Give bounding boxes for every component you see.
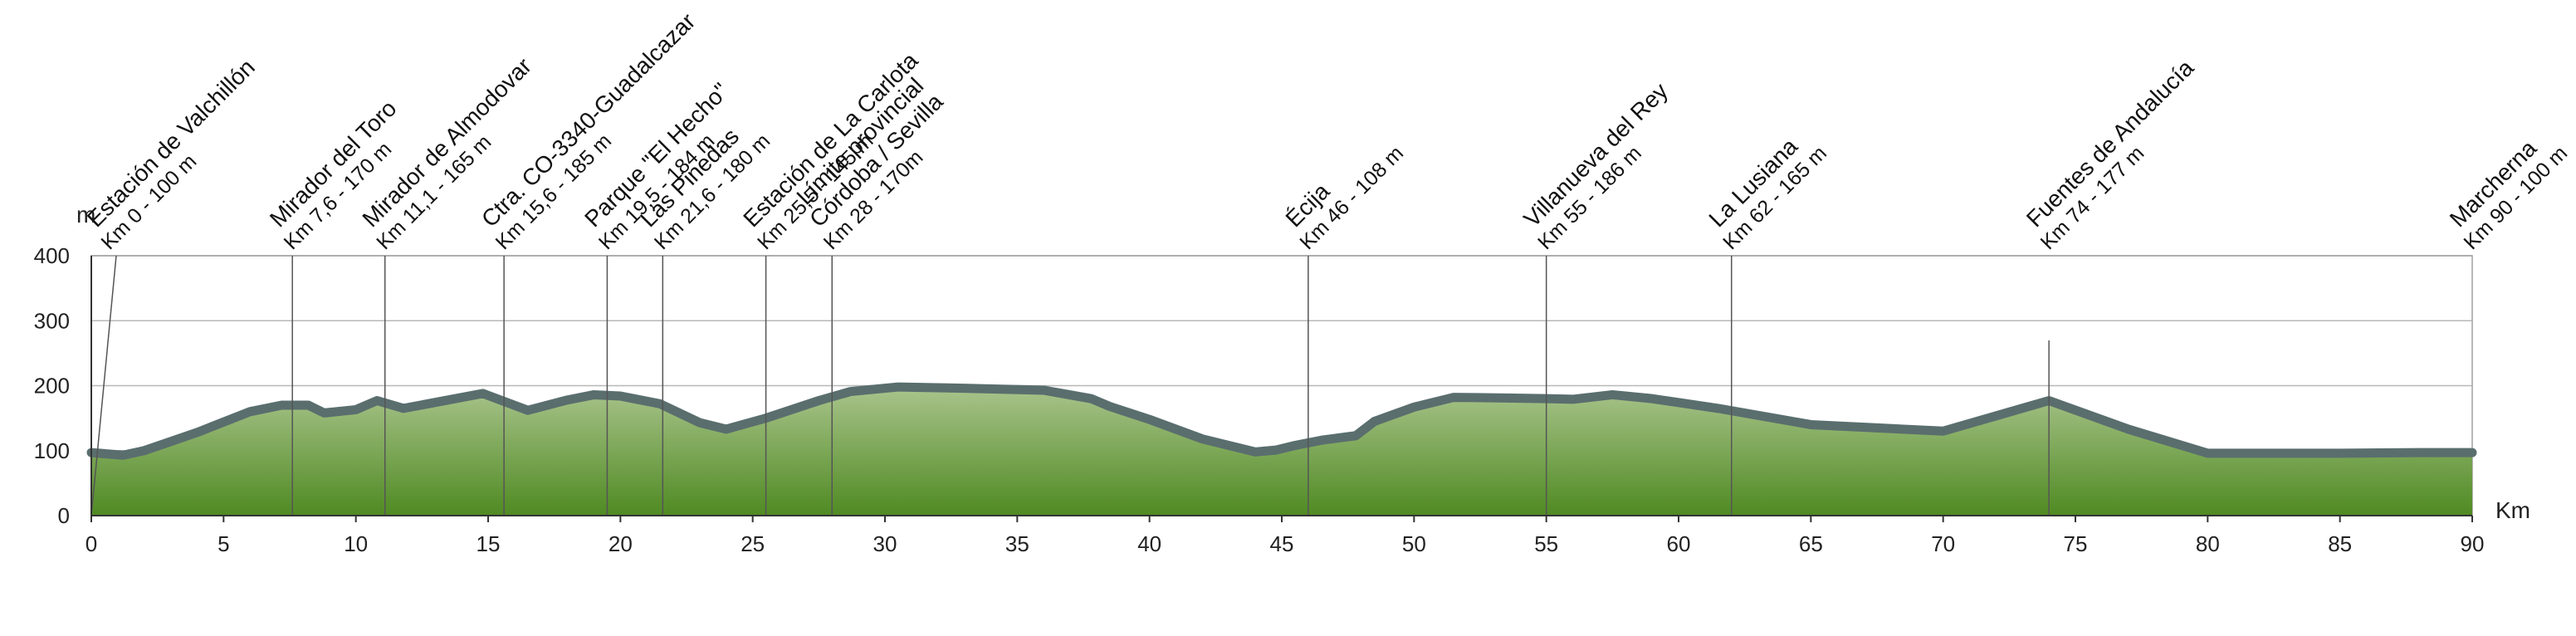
x-tick-label: 45 [1270,531,1294,556]
elevation-point [565,398,569,402]
x-tick-label: 0 [86,531,97,556]
elevation-point [724,427,728,431]
y-axis-label: m [76,202,95,227]
y-tick-label: 0 [58,503,70,528]
x-tick-label: 50 [1402,531,1426,556]
elevation-point [1107,404,1112,409]
waypoint-label-text: Villanueva del Rey [1518,78,1673,232]
x-tick-label: 90 [2461,531,2485,556]
elevation-point [1716,406,1720,410]
waypoint-marker-line [90,255,117,516]
waypoint-label-text: Fuentes de Andalucía [2021,55,2199,232]
axes: m Km 0 100 200 300 400 0 5 10 15 20 25 30 35 40 45 50 55… [34,202,2530,556]
elevation-point [592,393,596,397]
x-tick-label: 80 [2196,531,2220,556]
elevation-point [142,448,146,453]
x-tick-label: 60 [1667,531,1691,556]
elevation-point [1293,443,1297,448]
elevation-point [121,453,125,457]
elevation-point [248,409,252,413]
x-tick-label: 65 [1799,531,1823,556]
elevation-point [1200,437,1205,441]
elevation-point [2338,451,2342,455]
elevation-point [1372,419,1376,423]
y-tick-label: 300 [34,308,70,333]
elevation-point [896,385,900,389]
y-tick-label: 400 [34,243,70,268]
y-tick-label: 100 [34,438,70,463]
elevation-point [1452,395,1456,399]
elevation-point [447,398,451,402]
elevation-point [1274,448,1278,452]
elevation-point [1319,438,1323,443]
elevation-point [354,408,358,412]
elevation-point [402,406,406,410]
x-tick-label: 40 [1137,531,1161,556]
x-tick-label: 20 [609,531,633,556]
elevation-point [525,409,530,413]
elevation-point [375,399,379,403]
elevation-point [1254,450,1258,454]
elevation-point [1888,427,1892,431]
x-tick-label: 35 [1005,531,1029,556]
elevation-point [2126,427,2130,431]
elevation-point [697,421,701,425]
elevation-point [2417,451,2422,455]
elevation-point [1412,405,1416,409]
x-tick-label: 55 [1534,531,1558,556]
elevation-point [1504,396,1508,400]
x-tick-label: 15 [477,531,501,556]
elevation-point [848,389,853,394]
waypoint-label-text: Estación de Valchillón [82,54,260,232]
y-tick-label: 200 [34,374,70,399]
x-tick-label: 5 [218,531,229,556]
elevation-point [322,411,326,415]
elevation-point [280,403,284,407]
elevation-point [1941,429,1945,433]
x-tick-label: 75 [2064,531,2088,556]
x-tick-label: 85 [2328,531,2352,556]
elevation-point [1650,397,1655,401]
elevation-point [817,399,821,403]
elevation-point [306,403,310,407]
x-tick-label: 30 [873,531,897,556]
x-tick-label: 10 [344,531,368,556]
elevation-point [1354,433,1358,438]
elevation-point [1611,393,1615,397]
elevation-point [1042,388,1046,392]
elevation-point [2471,451,2474,455]
elevation-point [962,386,966,390]
elevation-point [1089,397,1093,401]
elevation-point [1147,418,1151,422]
elevation-point [658,402,662,406]
waypoint-markers [90,255,2050,516]
elevation-point [481,391,485,395]
x-tick-label: 25 [741,531,765,556]
elevation-point [1809,423,1813,427]
elevation-point [2206,451,2210,455]
elevation-point [1571,397,1575,401]
elevation-point [195,430,199,434]
x-axis-label: Km [2495,497,2530,523]
x-tick-label: 70 [1931,531,1955,556]
elevation-area [86,382,2477,516]
elevation-point [618,394,623,399]
